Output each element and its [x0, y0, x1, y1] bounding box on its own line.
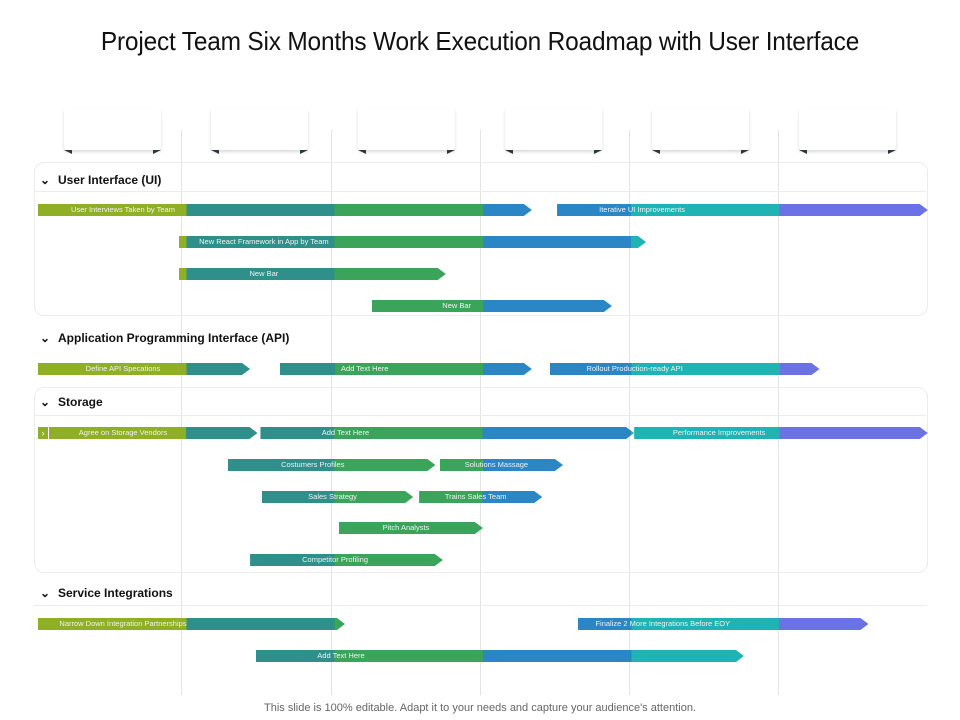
- footer-note: This slide is 100% editable. Adapt it to…: [264, 702, 696, 714]
- gantt-bar-label: Pitch Analysts: [382, 523, 430, 532]
- gantt-bar-label: Trains Sales Team: [444, 492, 507, 501]
- ui-section-panel: [34, 162, 928, 316]
- gantt-bar-label: Add Text Here: [341, 364, 389, 373]
- gantt-bar[interactable]: [440, 459, 563, 471]
- month-divider-line: [181, 130, 182, 695]
- chevron-down-icon: ⌄: [40, 586, 51, 600]
- gantt-bar[interactable]: [280, 363, 532, 375]
- gantt-bar[interactable]: [256, 650, 744, 662]
- section-header-ui[interactable]: ⌄ User Interface (UI): [40, 170, 161, 190]
- month-divider-line: [778, 130, 779, 695]
- gantt-bar[interactable]: [260, 427, 634, 439]
- gantt-bar-label: Costumers Profiles: [281, 460, 345, 469]
- section-title: Service Integrations: [58, 586, 173, 600]
- gantt-bar-label: Add Text Here: [317, 651, 365, 660]
- gantt-bar-label: Iterative UI Improvements: [599, 205, 685, 214]
- section-header-service[interactable]: ⌄ Service Integrations: [40, 583, 173, 603]
- month-divider-line: [629, 130, 630, 695]
- gantt-bar-label: Add Text Here: [321, 428, 370, 437]
- month-3-tab: Month 3: [358, 108, 455, 154]
- gantt-bar[interactable]: [419, 491, 542, 503]
- gantt-bar[interactable]: [38, 204, 532, 216]
- gantt-bar[interactable]: [578, 618, 869, 630]
- divider: [34, 191, 926, 192]
- gantt-bar[interactable]: [38, 618, 345, 630]
- gantt-bar[interactable]: [557, 204, 928, 216]
- divider: [34, 605, 926, 606]
- gantt-bar-label: Competitor Profiling: [302, 555, 368, 564]
- gantt-bar[interactable]: [634, 427, 928, 439]
- gantt-bar[interactable]: [38, 363, 250, 375]
- gantt-bar[interactable]: [339, 522, 483, 534]
- section-title: Storage: [58, 395, 103, 409]
- month-6-tab: Month 6: [799, 108, 896, 154]
- gantt-bar[interactable]: [550, 363, 820, 375]
- gantt-bar-label: User Interviews Taken by Team: [71, 205, 175, 214]
- divider: [34, 415, 926, 416]
- month-divider-line: [480, 130, 481, 695]
- section-header-storage[interactable]: ⌄ Storage: [40, 392, 103, 412]
- chevron-down-icon: ⌄: [40, 331, 51, 345]
- month-divider-line: [331, 130, 332, 695]
- gantt-bar[interactable]: [38, 427, 257, 439]
- chevron-down-icon: ⌄: [40, 395, 51, 409]
- gantt-bar[interactable]: [262, 491, 413, 503]
- gantt-bar[interactable]: [179, 268, 446, 280]
- gantt-bar-label: Narrow Down Integration Partnerships: [59, 619, 187, 628]
- gantt-bar-label: New Bar: [442, 301, 472, 310]
- month-2-tab: Month 2: [211, 108, 308, 154]
- storage-section-panel: [34, 387, 928, 573]
- gantt-bar[interactable]: [372, 300, 612, 312]
- section-title: User Interface (UI): [58, 173, 162, 187]
- page-title: Project Team Six Months Work Execution R…: [100, 26, 860, 56]
- gantt-bar-label: Agree on Storage Vendors: [78, 428, 168, 437]
- month-1-tab: Month 1: [64, 108, 161, 154]
- gantt-bar-label: New Bar: [249, 269, 279, 278]
- gantt-bar-label: Sales Strategy: [308, 492, 357, 501]
- gantt-bar-label: Solutions Massage: [464, 460, 529, 469]
- gantt-bar[interactable]: [250, 554, 443, 566]
- gantt-bar-label: Performance Improvements: [672, 428, 766, 437]
- section-header-api[interactable]: ⌄ Application Programming Interface (API): [40, 328, 289, 348]
- section-title: Application Programming Interface (API): [58, 331, 290, 345]
- month-4-tab: Month 4: [505, 108, 602, 154]
- gantt-bar[interactable]: [179, 236, 646, 248]
- gantt-bar-label: Finalize 2 More Integrations Before EOY: [595, 619, 731, 628]
- gantt-bar-label: New React Framework in App by Team: [199, 237, 329, 246]
- chevron-down-icon: ⌄: [40, 173, 51, 187]
- gantt-bar-label: Rollout Production-ready API: [586, 364, 683, 373]
- gantt-bar-label: Define API Specations: [85, 364, 161, 373]
- gantt-bar[interactable]: [228, 459, 436, 471]
- month-5-tab: Month 5: [652, 108, 749, 154]
- chevron-right-icon: ›: [38, 427, 49, 439]
